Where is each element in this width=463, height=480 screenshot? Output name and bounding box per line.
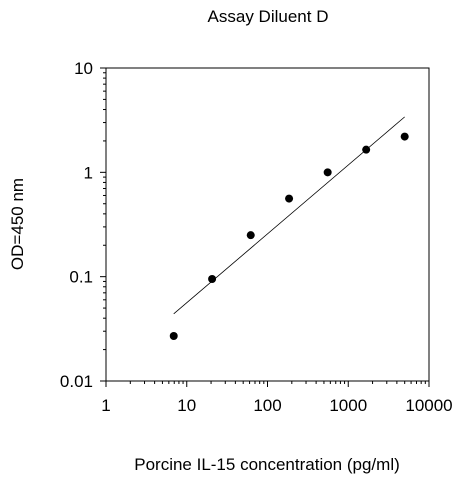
fit-line — [173, 116, 405, 315]
x-tick-label: 1000 — [329, 396, 367, 415]
x-tick-label: 10 — [177, 396, 196, 415]
y-tick-label: 0.1 — [69, 268, 93, 287]
data-point — [169, 331, 178, 340]
x-axis: 1 10 100 1000 10000 — [101, 381, 453, 415]
x-axis-label: Porcine IL-15 concentration (pg/ml) — [134, 455, 400, 474]
y-axis: 0.01 0.1 1 10 — [60, 59, 106, 391]
data-point — [323, 168, 332, 177]
plot-frame — [105, 67, 430, 382]
data-point — [246, 231, 255, 240]
data-point — [400, 132, 409, 141]
x-tick-label: 10000 — [405, 396, 452, 415]
y-tick-label: 10 — [74, 59, 93, 78]
fit-line-group — [173, 116, 405, 315]
chart-title: Assay Diluent D — [208, 7, 329, 26]
y-axis-label: OD=450 nm — [8, 178, 27, 270]
x-tick-label: 1 — [101, 396, 110, 415]
data-point — [362, 145, 371, 154]
x-tick-label: 100 — [253, 396, 281, 415]
data-points — [169, 132, 409, 340]
y-tick-label: 1 — [84, 163, 93, 182]
y-tick-label: 0.01 — [60, 372, 93, 391]
data-point — [208, 274, 217, 283]
data-point — [285, 194, 294, 203]
